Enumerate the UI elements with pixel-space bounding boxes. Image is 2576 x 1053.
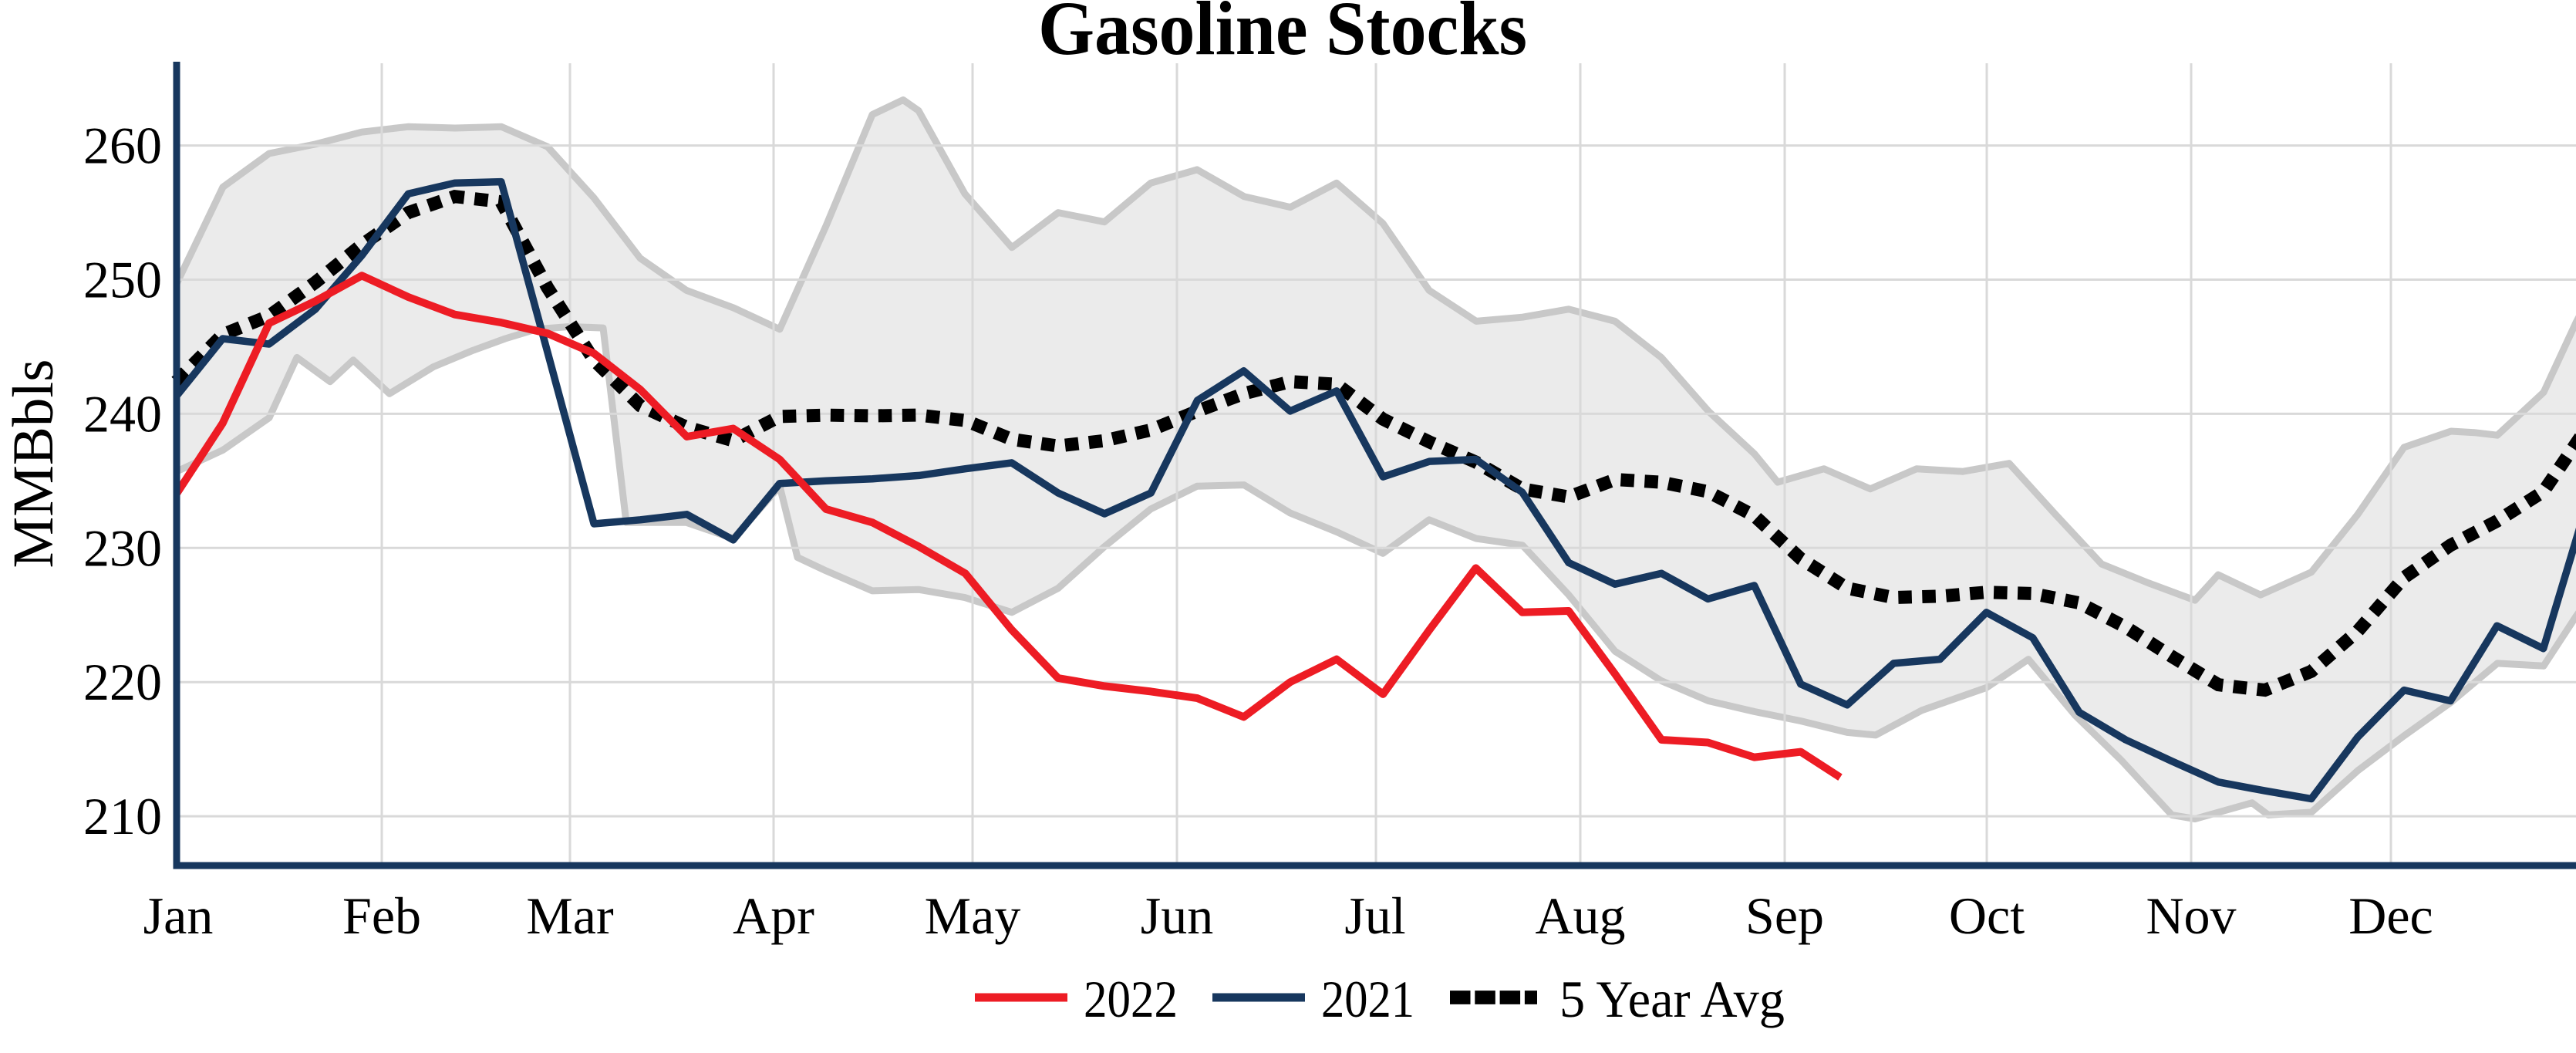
svg-text:Mar: Mar bbox=[526, 886, 614, 945]
svg-text:240: 240 bbox=[83, 384, 162, 443]
svg-text:2022: 2022 bbox=[1084, 970, 1178, 1028]
svg-text:Sep: Sep bbox=[1745, 886, 1824, 945]
svg-text:Jul: Jul bbox=[1344, 886, 1405, 945]
svg-text:250: 250 bbox=[83, 251, 162, 309]
svg-text:220: 220 bbox=[83, 653, 162, 711]
svg-text:MMBbls: MMBbls bbox=[2, 359, 66, 569]
svg-text:Jan: Jan bbox=[143, 886, 214, 945]
svg-text:Jun: Jun bbox=[1141, 886, 1213, 945]
svg-text:May: May bbox=[925, 886, 1021, 945]
svg-text:2021: 2021 bbox=[1321, 970, 1414, 1028]
svg-text:Gasoline Stocks: Gasoline Stocks bbox=[1038, 0, 1527, 71]
svg-text:230: 230 bbox=[83, 518, 162, 577]
svg-text:210: 210 bbox=[83, 787, 162, 845]
svg-text:Dec: Dec bbox=[2348, 886, 2433, 945]
svg-text:260: 260 bbox=[83, 116, 162, 175]
svg-text:Oct: Oct bbox=[1949, 886, 2025, 945]
svg-text:Apr: Apr bbox=[733, 886, 814, 945]
svg-text:Feb: Feb bbox=[342, 886, 421, 945]
svg-text:5 Year Avg: 5 Year Avg bbox=[1559, 970, 1785, 1028]
svg-text:Aug: Aug bbox=[1535, 886, 1625, 945]
svg-text:Nov: Nov bbox=[2146, 886, 2236, 945]
